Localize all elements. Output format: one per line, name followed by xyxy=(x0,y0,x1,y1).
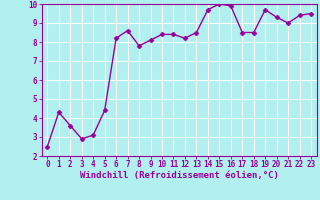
X-axis label: Windchill (Refroidissement éolien,°C): Windchill (Refroidissement éolien,°C) xyxy=(80,171,279,180)
